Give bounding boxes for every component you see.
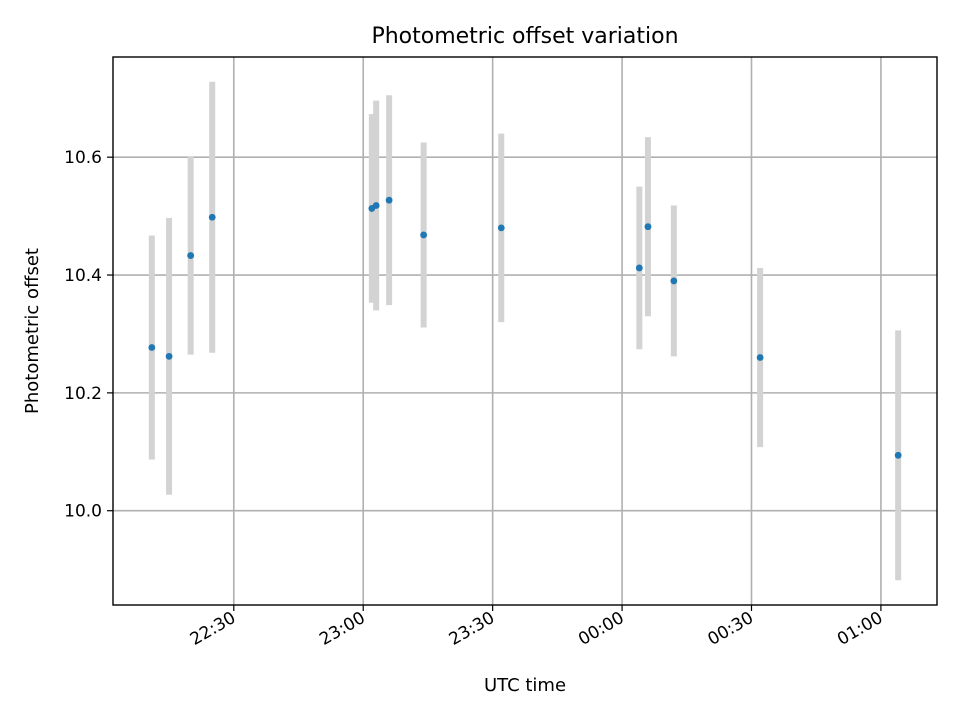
data-point bbox=[756, 354, 764, 361]
x-axis-label: UTC time bbox=[484, 675, 566, 696]
plot-frame bbox=[112, 56, 938, 606]
y-axis-label: Photometric offset bbox=[22, 248, 43, 414]
x-tick-label: 22:30 bbox=[187, 608, 239, 650]
x-tick-label: 23:30 bbox=[446, 608, 498, 650]
grid bbox=[113, 57, 937, 605]
data-point bbox=[635, 264, 643, 272]
data-point bbox=[148, 344, 156, 351]
data-point bbox=[372, 202, 380, 209]
y-tick-label: 10.6 bbox=[64, 148, 102, 168]
chart-title: Photometric offset variation bbox=[371, 24, 678, 49]
data-point bbox=[420, 231, 428, 239]
data-point bbox=[644, 223, 652, 231]
x-tick-label: 00:00 bbox=[575, 608, 627, 650]
x-axis-ticks: 22:30 23:00 23:30 00:00 00:30 01:00 bbox=[187, 605, 886, 650]
data-point bbox=[165, 352, 173, 360]
data-point bbox=[670, 277, 678, 285]
x-tick-label: 23:00 bbox=[316, 608, 368, 650]
y-tick-label: 10.2 bbox=[64, 384, 102, 404]
data-point bbox=[497, 224, 505, 232]
data-point bbox=[894, 451, 902, 459]
x-tick-label: 00:30 bbox=[705, 608, 757, 650]
data-point bbox=[385, 196, 393, 204]
y-tick-label: 10.0 bbox=[64, 502, 102, 522]
data-point bbox=[208, 213, 216, 221]
x-tick-label: 01:00 bbox=[834, 608, 886, 650]
y-tick-label: 10.4 bbox=[64, 266, 102, 286]
y-axis-ticks: 10.0 10.2 10.4 10.6 bbox=[64, 148, 113, 522]
data-point bbox=[187, 252, 195, 259]
data-points bbox=[148, 196, 902, 459]
